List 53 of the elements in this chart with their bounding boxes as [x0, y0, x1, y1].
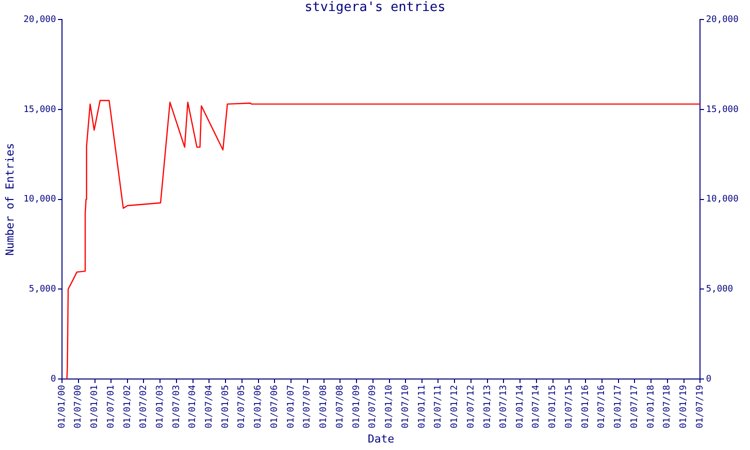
y-tick-label: 15,000 [23, 104, 56, 115]
x-tick-label: 01/07/11 [434, 385, 444, 428]
x-tick-label: 01/07/14 [532, 385, 542, 428]
x-tick-label: 01/07/17 [630, 385, 640, 428]
y-tick-label: 10,000 [23, 194, 56, 205]
y2-tick-label: 0 [706, 374, 712, 384]
x-tick-label: 01/07/00 [74, 385, 84, 428]
x-tick-label: 01/01/17 [614, 385, 624, 428]
x-tick-label: 01/07/01 [106, 385, 116, 428]
x-tick-label: 01/07/15 [564, 385, 574, 428]
y2-tick-label: 15,000 [706, 104, 739, 115]
x-axis-title: Date [368, 432, 394, 446]
y-tick-label: 5,000 [28, 284, 56, 294]
x-tick-label: 01/01/08 [319, 385, 330, 428]
x-tick-label: 01/01/13 [482, 385, 493, 428]
x-tick-label: 01/01/04 [188, 385, 198, 428]
x-tick-label: 01/01/05 [221, 385, 232, 428]
x-tick-label: 01/07/10 [400, 385, 411, 428]
y2-tick-label: 5,000 [706, 284, 734, 294]
x-tick-label: 01/01/11 [417, 385, 428, 428]
x-tick-label: 01/01/07 [286, 385, 296, 428]
x-tick-label: 01/01/06 [254, 385, 264, 428]
x-tick-label: 01/01/16 [580, 385, 591, 428]
x-tick-label: 01/01/01 [90, 385, 100, 428]
x-tick-label: 01/01/19 [679, 385, 690, 428]
x-tick-label: 01/01/15 [548, 385, 558, 428]
y-tick-label: 20,000 [23, 14, 56, 25]
x-tick-label: 01/07/12 [466, 385, 476, 428]
x-tick-label: 01/07/13 [499, 385, 510, 428]
x-tick-label: 01/07/03 [172, 385, 182, 428]
x-tick-label: 01/01/12 [450, 385, 460, 428]
x-tick-label: 01/01/18 [646, 385, 656, 428]
x-tick-label: 01/07/19 [695, 385, 706, 428]
x-tick-label: 01/07/04 [204, 385, 215, 428]
x-tick-label: 01/01/09 [352, 385, 362, 428]
x-tick-label: 01/07/18 [662, 385, 673, 428]
x-tick-label: 01/07/02 [139, 385, 150, 428]
x-tick-label: 01/07/06 [270, 385, 280, 428]
y-tick-label: 0 [50, 374, 56, 384]
x-tick-label: 01/07/16 [597, 385, 608, 428]
x-tick-label: 01/01/03 [156, 385, 166, 428]
y2-tick-label: 20,000 [706, 14, 739, 25]
x-tick-label: 01/01/00 [57, 385, 68, 428]
chart-title: stvigera's entries [304, 0, 446, 16]
x-tick-label: 01/07/08 [335, 385, 346, 428]
y2-tick-label: 10,000 [706, 194, 739, 205]
x-tick-label: 01/07/09 [368, 385, 378, 428]
y-axis-title: Number of Entries [3, 143, 16, 256]
x-tick-label: 01/01/10 [384, 385, 395, 428]
x-tick-label: 01/07/05 [237, 385, 248, 428]
x-tick-label: 01/07/07 [302, 385, 313, 428]
x-tick-label: 01/01/02 [122, 385, 133, 428]
x-tick-label: 01/01/14 [516, 385, 526, 428]
